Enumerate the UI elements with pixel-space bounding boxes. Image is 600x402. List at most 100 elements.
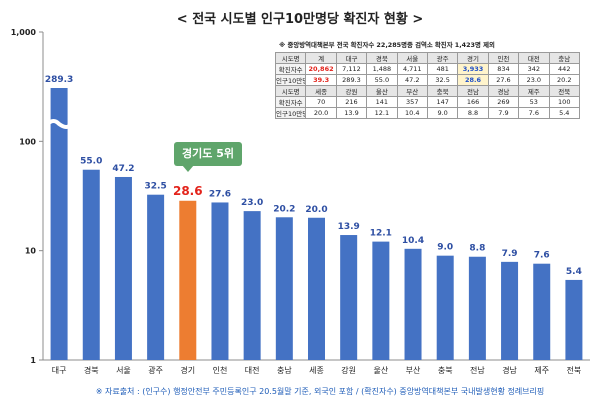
value-label-전남: 8.8 (469, 244, 485, 254)
x-tick-label-경남: 경남 (502, 365, 517, 375)
stats-table-panel: ※ 중앙방역대책본부 전국 확진자수 22,285명중 검역소 확진자 1,42… (274, 40, 581, 119)
x-tick-label-제주: 제주 (534, 366, 549, 375)
table-cell: 7.9 (487, 107, 520, 119)
value-label-전북: 5.4 (566, 267, 582, 277)
bar-강원 (340, 235, 358, 360)
table-cell: 269 (487, 96, 520, 108)
x-tick-label-대구: 대구 (52, 366, 67, 375)
table-header-cell: 제주 (518, 85, 550, 97)
table-header-cell: 부산 (396, 85, 428, 97)
x-tick-label-충북: 충북 (438, 366, 453, 375)
x-tick-label-전남: 전남 (470, 365, 485, 375)
table-cell: 20,862 (305, 63, 337, 75)
x-tick-label-전북: 전북 (567, 365, 582, 375)
table-cell: 4,711 (396, 63, 428, 75)
table-cell: 13.9 (335, 107, 368, 119)
table-header-cell: 울산 (366, 85, 398, 97)
bar-부산 (404, 248, 422, 360)
table-cell: 9.0 (426, 107, 459, 119)
value-label-경남: 7.9 (502, 249, 518, 259)
x-tick-label-경기: 경기 (180, 365, 195, 375)
bar-울산 (372, 241, 390, 360)
x-tick-label-대전: 대전 (245, 365, 260, 375)
bar-제주 (533, 263, 551, 360)
value-label-광주: 32.5 (145, 182, 167, 192)
value-label-대구: 289.3 (45, 75, 73, 85)
value-label-경북: 55.0 (80, 157, 102, 167)
source-note: ※ 자료출처 : (인구수) 행정안전부 주민등록인구 20.5월말 기준, 외… (95, 387, 545, 396)
table-header-cell: 경기 (457, 52, 489, 64)
value-label-강원: 13.9 (338, 222, 360, 232)
table-cell: 141 (366, 96, 398, 108)
bar-서울 (114, 176, 132, 360)
table-row: 확진자수 20,862 7,112 1,488 4,711 481 3,933 834 342 4… (274, 63, 581, 75)
value-label-부산: 10.4 (402, 236, 424, 246)
table-cell: 1,488 (366, 63, 398, 75)
x-tick-label-서울: 서울 (116, 366, 131, 375)
x-tick-label-인천: 인천 (213, 365, 228, 375)
table-cell: 3,933 (457, 63, 489, 75)
table-cell: 23.0 (518, 74, 550, 86)
x-tick-label-부산: 부산 (406, 365, 421, 375)
bar-대전 (243, 211, 261, 360)
table-row: 인구10만명당39.3289.355.047.232.528.627.623.0… (274, 74, 581, 86)
table-cell: 442 (548, 63, 581, 75)
table-cell: 인구10만명당 (274, 107, 307, 119)
bar-경기 (179, 200, 197, 360)
table-header-cell: 경남 (487, 85, 520, 97)
table-cell: 인구10만명당 (274, 74, 307, 86)
table-cell: 47.2 (396, 74, 428, 86)
table-header-cell: 전북 (548, 85, 581, 97)
table-header-cell: 충남 (548, 52, 581, 64)
table-cell: 70 (305, 96, 337, 108)
x-tick-label-세종: 세종 (309, 366, 324, 375)
axis-break-icon (46, 119, 73, 129)
table-cell: 481 (426, 63, 459, 75)
table-row: 확진자수 70 216 141 357 147 166 269 53 100 (274, 96, 581, 108)
table-cell: 10.4 (396, 107, 428, 119)
value-label-대전: 23.0 (241, 198, 263, 208)
table-cell: 5.4 (548, 107, 581, 119)
table-header-row: 시도명 세종 강원 울산 부산 충북 전남 경남 제주 전북 (274, 85, 581, 97)
table-cell: 166 (457, 96, 489, 108)
table-cell: 확진자수 (274, 63, 307, 75)
table-header-cell: 인천 (487, 52, 520, 64)
y-tick-label: 1 (30, 356, 36, 365)
table-cell: 32.5 (426, 74, 459, 86)
chart-bars: 289.3 대구 55.0 경북 47.2 서울 32.5 광주 28.6 경기 27.6 인천 23.… (45, 75, 583, 375)
table-row: 인구10만명당20.013.912.110.49.08.87.97.65.4 (274, 107, 581, 119)
table-cell: 12.1 (366, 107, 398, 119)
table-cell: 27.6 (487, 74, 520, 86)
table-cell: 342 (518, 63, 550, 75)
gyeonggi-rank-callout: 경기도 5위 (174, 142, 242, 172)
table-cell: 357 (396, 96, 428, 108)
table-header-cell: 대구 (335, 52, 368, 64)
table-cell: 20.2 (548, 74, 581, 86)
y-tick-label: 1,000 (11, 28, 37, 37)
table-header-cell: 시도명 (274, 52, 307, 64)
y-tick-label: 100 (19, 137, 36, 146)
table-cell: 834 (487, 63, 520, 75)
table-cell: 147 (426, 96, 459, 108)
table-cell: 7.6 (518, 107, 550, 119)
table-header-cell: 대전 (518, 52, 550, 64)
x-tick-label-울산: 울산 (373, 365, 388, 375)
table-note: ※ 중앙방역대책본부 전국 확진자수 22,285명중 검역소 확진자 1,42… (279, 41, 495, 49)
value-label-충북: 9.0 (437, 243, 453, 253)
bar-광주 (147, 194, 165, 360)
table-header-cell: 세종 (305, 85, 337, 97)
bar-인천 (211, 202, 229, 360)
table-header-cell: 계 (305, 52, 337, 64)
table-header-cell: 서울 (396, 52, 428, 64)
table-header-cell: 광주 (426, 52, 459, 64)
page-title: < 전국 시도별 인구10만명당 확진자 현황 > (176, 12, 424, 27)
table-cell: 확진자수 (274, 96, 307, 108)
value-label-충남: 20.2 (273, 204, 295, 214)
table-cell: 20.0 (305, 107, 337, 119)
table-cell: 55.0 (366, 74, 398, 86)
table-cell: 28.6 (457, 74, 489, 86)
table-cell: 289.3 (335, 74, 368, 86)
table-header-row: 시도명 계 대구 경북 서울 광주 경기 인천 대전 충남 (274, 52, 581, 64)
bar-대구 (50, 88, 68, 360)
